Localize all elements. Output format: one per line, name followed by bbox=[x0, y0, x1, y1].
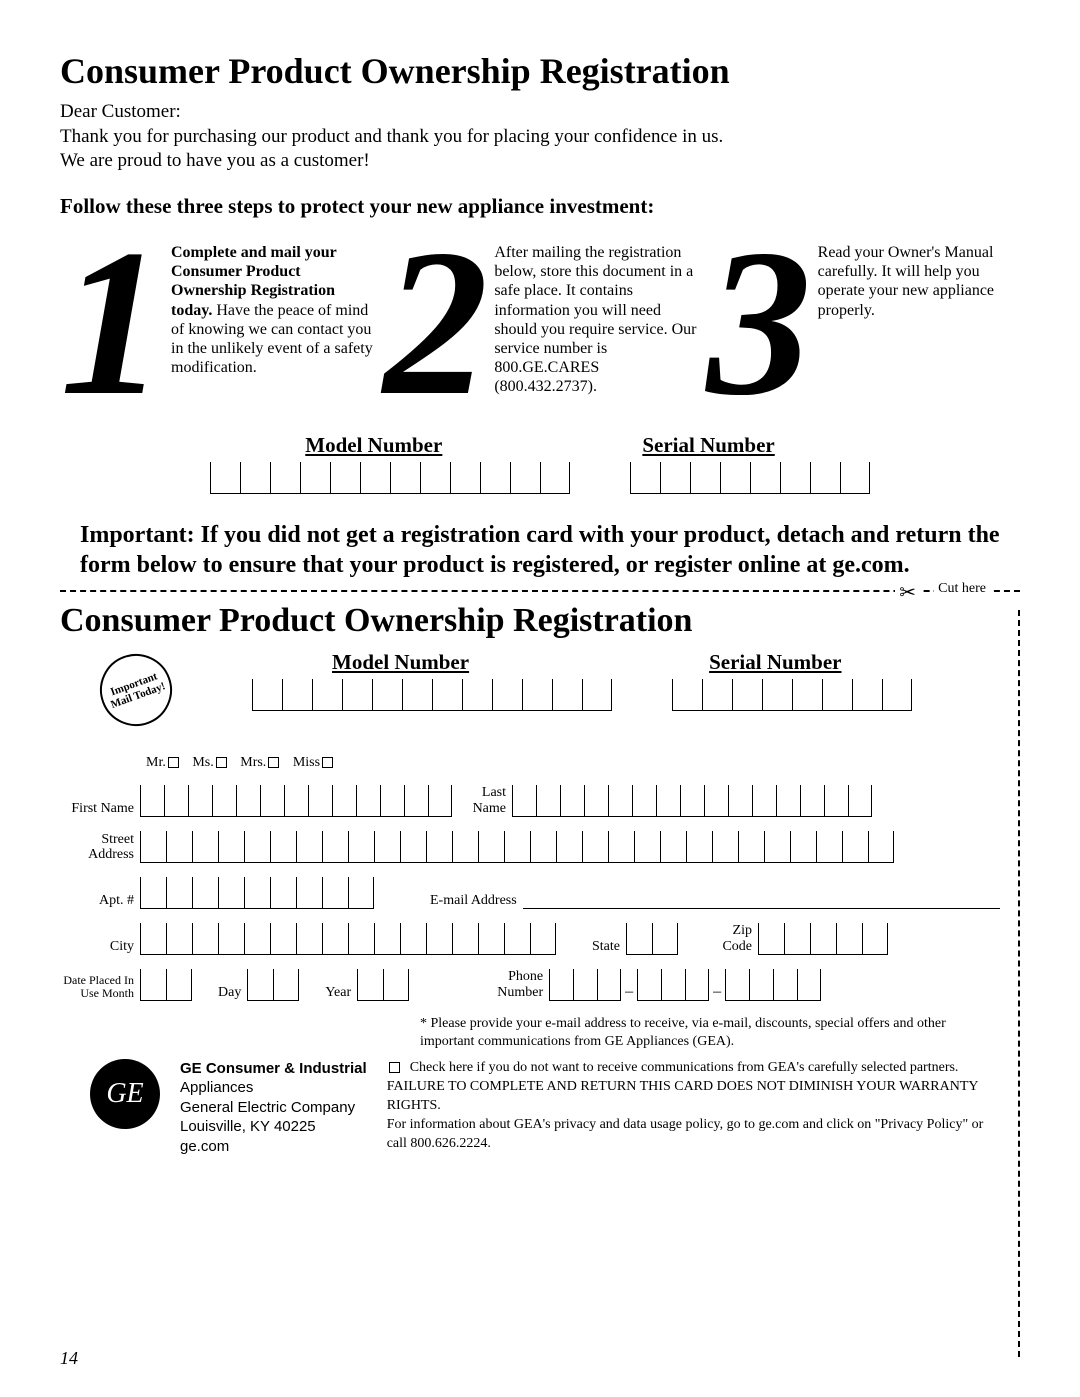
street-boxes[interactable] bbox=[140, 831, 894, 863]
page-number: 14 bbox=[60, 1348, 78, 1369]
name-row: First Name Last Name bbox=[60, 785, 1000, 817]
step-3-text: Read your Owner's Manual carefully. It w… bbox=[818, 225, 1020, 403]
year-label: Year bbox=[319, 985, 357, 1001]
company-line-3: General Electric Company bbox=[180, 1098, 367, 1118]
state-label: State bbox=[586, 939, 626, 955]
apt-email-row: Apt. # E-mail Address bbox=[60, 877, 1000, 909]
miss-label: Miss bbox=[293, 755, 320, 770]
form-serial-label: Serial Number bbox=[709, 650, 841, 675]
scissors-icon: ✂ bbox=[895, 580, 920, 605]
last-name-label: Last Name bbox=[452, 785, 512, 817]
right-cut-line bbox=[1018, 610, 1020, 1357]
mrs-checkbox[interactable] bbox=[268, 757, 279, 768]
city-label: City bbox=[60, 939, 140, 954]
city-state-zip-row: City State Zip Code bbox=[60, 923, 1000, 955]
model-number-boxes[interactable] bbox=[210, 462, 570, 494]
street-row: Street Address bbox=[60, 831, 1000, 863]
company-line-4: Louisville, KY 40225 bbox=[180, 1117, 367, 1137]
apt-boxes[interactable] bbox=[140, 877, 374, 909]
number-labels-row: Model Number Serial Number bbox=[60, 433, 1020, 458]
phone-label: Phone Number bbox=[469, 969, 549, 1001]
phone-boxes-1[interactable] bbox=[549, 969, 621, 1001]
company-line-2: Appliances bbox=[180, 1078, 367, 1098]
privacy-text: For information about GEA's privacy and … bbox=[387, 1116, 1000, 1154]
email-field[interactable] bbox=[523, 887, 1000, 909]
city-boxes[interactable] bbox=[140, 923, 556, 955]
step-1-text: Complete and mail your Consumer Product … bbox=[171, 225, 373, 403]
street-label: Street Address bbox=[60, 832, 140, 863]
ge-logo-icon: GE bbox=[90, 1059, 160, 1129]
zip-boxes[interactable] bbox=[758, 923, 888, 955]
email-footnote: * Please provide your e-mail address to … bbox=[420, 1015, 1000, 1051]
step-2-text: After mailing the registration below, st… bbox=[494, 225, 696, 403]
form-model-boxes[interactable] bbox=[252, 679, 612, 711]
email-label: E-mail Address bbox=[424, 893, 523, 909]
intro-text: Thank you for purchasing our product and… bbox=[60, 125, 1020, 174]
mr-checkbox[interactable] bbox=[168, 757, 179, 768]
state-boxes[interactable] bbox=[626, 923, 678, 955]
day-label: Day bbox=[212, 985, 247, 1001]
steps-heading: Follow these three steps to protect your… bbox=[60, 194, 1020, 219]
registration-form: Consumer Product Ownership Registration … bbox=[60, 602, 1020, 1157]
legal-text: Check here if you do not want to receive… bbox=[387, 1059, 1000, 1157]
apt-label: Apt. # bbox=[60, 893, 140, 908]
page-title: Consumer Product Ownership Registration bbox=[60, 50, 1020, 92]
mail-today-stamp: Important Mail Today! bbox=[90, 643, 182, 735]
zip-label: Zip Code bbox=[708, 923, 758, 955]
title-checkboxes: Mr. Ms. Mrs. Miss bbox=[146, 755, 1000, 771]
model-number-label: Model Number bbox=[305, 433, 442, 458]
step-number-3: 3 bbox=[707, 245, 812, 403]
miss-checkbox[interactable] bbox=[322, 757, 333, 768]
mrs-label: Mrs. bbox=[240, 755, 266, 770]
step-2: 2 After mailing the registration below, … bbox=[383, 225, 696, 403]
phone-boxes-2[interactable] bbox=[637, 969, 709, 1001]
form-header-row: Important Mail Today! Model Number Seria… bbox=[60, 650, 1000, 737]
optout-checkbox[interactable] bbox=[389, 1062, 400, 1073]
form-model-label: Model Number bbox=[332, 650, 469, 675]
cut-line: ✂ Cut here bbox=[60, 590, 1020, 592]
phone-boxes-3[interactable] bbox=[725, 969, 821, 1001]
day-boxes[interactable] bbox=[247, 969, 299, 1001]
form-title: Consumer Product Ownership Registration bbox=[60, 602, 1000, 640]
company-info: GE Consumer & Industrial Appliances Gene… bbox=[180, 1059, 367, 1157]
step-number-1: 1 bbox=[60, 245, 165, 403]
phone-dash-1: – bbox=[621, 983, 637, 1001]
warranty-text: FAILURE TO COMPLETE AND RETURN THIS CARD… bbox=[387, 1078, 1000, 1116]
date-phone-row: Date Placed In Use Month Day Year Phone … bbox=[60, 969, 1000, 1001]
serial-number-boxes[interactable] bbox=[630, 462, 870, 494]
important-notice: Important: If you did not get a registra… bbox=[80, 520, 1000, 580]
date-label: Date Placed In Use Month bbox=[60, 974, 140, 1000]
first-name-label: First Name bbox=[60, 801, 140, 816]
company-line-1: GE Consumer & Industrial bbox=[180, 1059, 367, 1079]
number-boxes-row bbox=[60, 462, 1020, 494]
step-3: 3 Read your Owner's Manual carefully. It… bbox=[707, 225, 1020, 403]
serial-number-label: Serial Number bbox=[642, 433, 774, 458]
phone-dash-2: – bbox=[709, 983, 725, 1001]
steps-row: 1 Complete and mail your Consumer Produc… bbox=[60, 225, 1020, 403]
first-name-boxes[interactable] bbox=[140, 785, 452, 817]
footer-row: GE GE Consumer & Industrial Appliances G… bbox=[60, 1059, 1000, 1157]
step-1: 1 Complete and mail your Consumer Produc… bbox=[60, 225, 373, 403]
month-boxes[interactable] bbox=[140, 969, 192, 1001]
intro-line-1: Thank you for purchasing our product and… bbox=[60, 126, 723, 147]
mr-label: Mr. bbox=[146, 755, 166, 770]
company-line-5: ge.com bbox=[180, 1137, 367, 1157]
optout-text: Check here if you do not want to receive… bbox=[410, 1060, 959, 1075]
last-name-boxes[interactable] bbox=[512, 785, 872, 817]
year-boxes[interactable] bbox=[357, 969, 409, 1001]
step-number-2: 2 bbox=[383, 245, 488, 403]
intro-line-2: We are proud to have you as a customer! bbox=[60, 150, 370, 171]
cut-here-label: Cut here bbox=[934, 581, 990, 597]
ms-label: Ms. bbox=[192, 755, 213, 770]
form-serial-boxes[interactable] bbox=[672, 679, 912, 711]
greeting: Dear Customer: bbox=[60, 100, 1020, 125]
ms-checkbox[interactable] bbox=[216, 757, 227, 768]
